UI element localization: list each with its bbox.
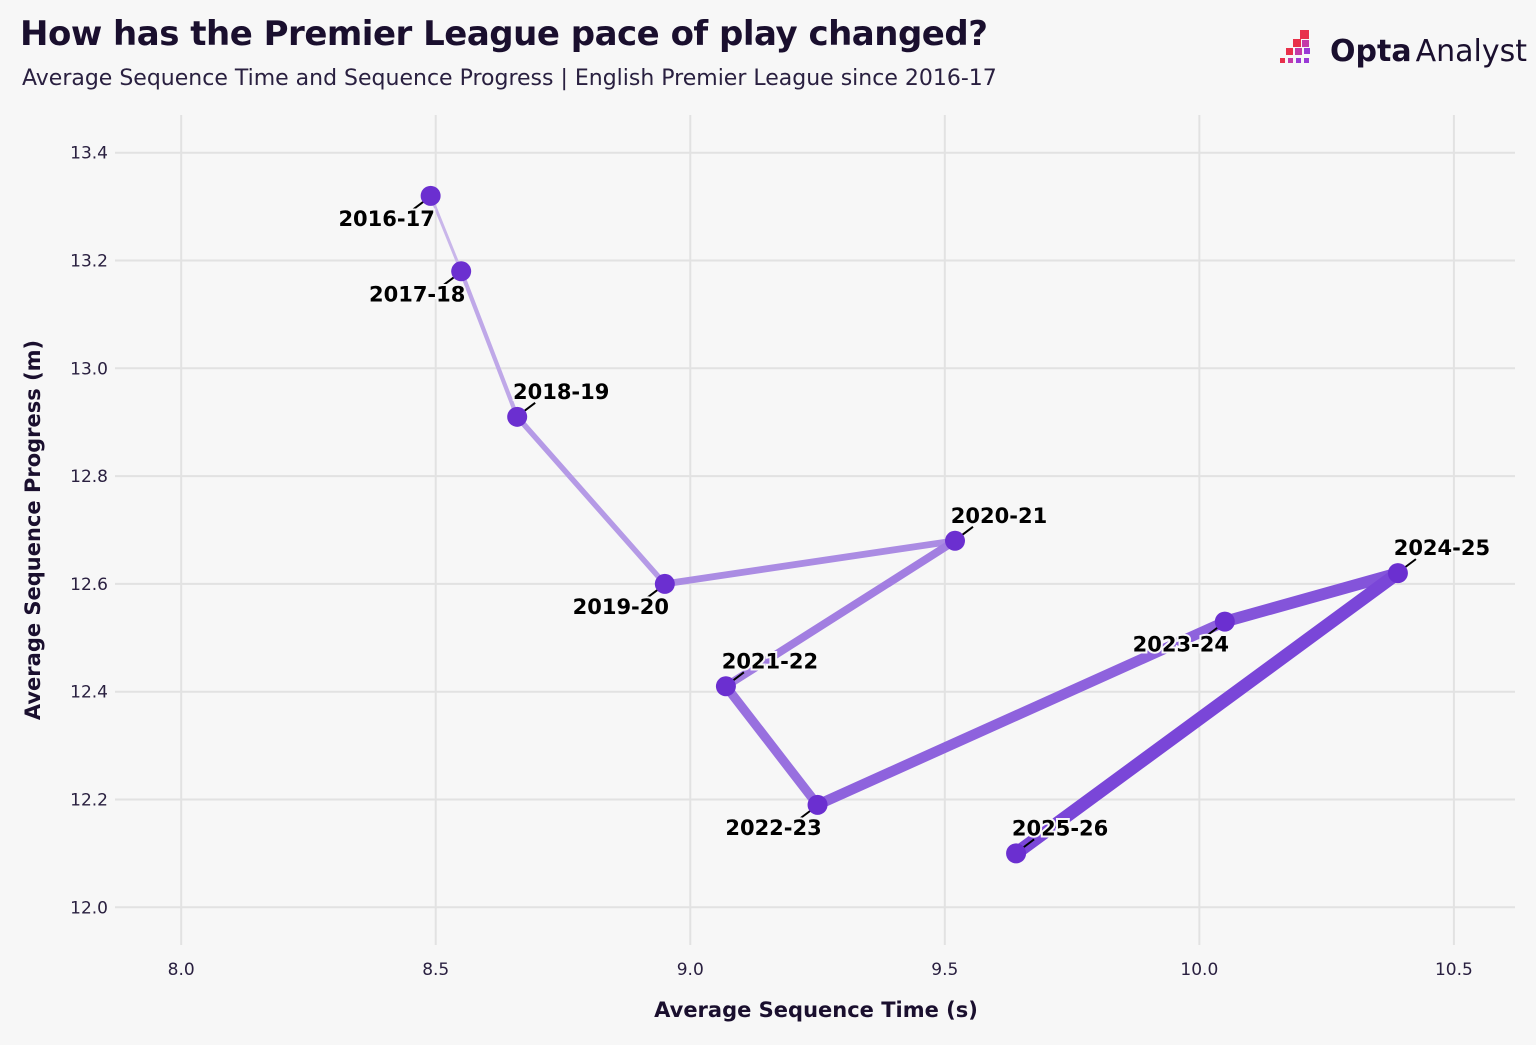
data-point [507,406,528,427]
point-label: 2017-18 [369,282,465,306]
x-tick-label: 10.0 [1180,960,1218,980]
y-tick-label: 13.0 [70,359,108,379]
data-point [654,573,675,594]
data-point [807,794,828,815]
chart-subtitle: Average Sequence Time and Sequence Progr… [22,66,997,91]
logo-text-opta: Opta [1330,33,1412,69]
y-tick-label: 12.4 [70,683,108,703]
leader-line [960,525,974,537]
y-tick-label: 13.2 [70,252,108,272]
y-tick-label: 12.2 [70,790,108,810]
series-segment [721,681,823,810]
point-label: 2023-24 [1133,633,1229,657]
data-point [1387,563,1408,584]
data-point [1214,611,1235,632]
leader-line [412,200,426,211]
opta-analyst-logo: Opta Analyst [1280,30,1527,72]
series-segment [1009,566,1405,860]
leader-line [1403,558,1417,569]
data-point [1006,843,1027,864]
data-point [420,185,441,206]
y-tick-label: 13.4 [70,144,108,164]
leader-line [798,809,813,820]
series-segment [812,616,1231,811]
series-segment [459,269,520,419]
y-axis-label: Average Sequence Progress (m) [21,340,45,720]
series-segment [661,537,959,588]
series-segment [429,194,463,273]
leader-line [731,671,745,683]
y-tick-label: 12.8 [70,467,108,487]
point-label: 2019-20 [573,595,669,619]
x-tick-label: 10.5 [1435,960,1473,980]
point-label: 2022-23 [725,816,821,840]
data-point [715,676,736,697]
data-point [451,261,472,282]
leader-line [522,402,536,413]
series-segment [1218,567,1404,628]
point-label: 2016-17 [338,207,434,231]
chart-title: How has the Premier League pace of play … [20,14,988,54]
point-label: 2018-19 [513,380,609,404]
y-tick-label: 12.0 [70,898,108,918]
series-segment [721,536,959,691]
leader-line [1206,625,1220,637]
leader-line [442,275,456,287]
leader-line [646,588,660,599]
y-tick-label: 12.6 [70,575,108,595]
point-label: 2025-26 [1012,816,1108,840]
x-tick-label: 8.5 [422,960,449,980]
point-label: 2024-25 [1394,536,1490,560]
logo-mark-icon [1280,30,1310,63]
series-segment [514,414,668,587]
point-label: 2021-22 [722,649,818,673]
x-tick-label: 8.0 [168,960,195,980]
leader-line [1021,838,1035,850]
x-tick-label: 9.0 [677,960,704,980]
logo-text-analyst: Analyst [1415,33,1527,69]
x-tick-label: 9.5 [931,960,958,980]
x-axis-label: Average Sequence Time (s) [654,998,978,1022]
point-label: 2020-21 [951,504,1047,528]
data-point [945,530,965,551]
